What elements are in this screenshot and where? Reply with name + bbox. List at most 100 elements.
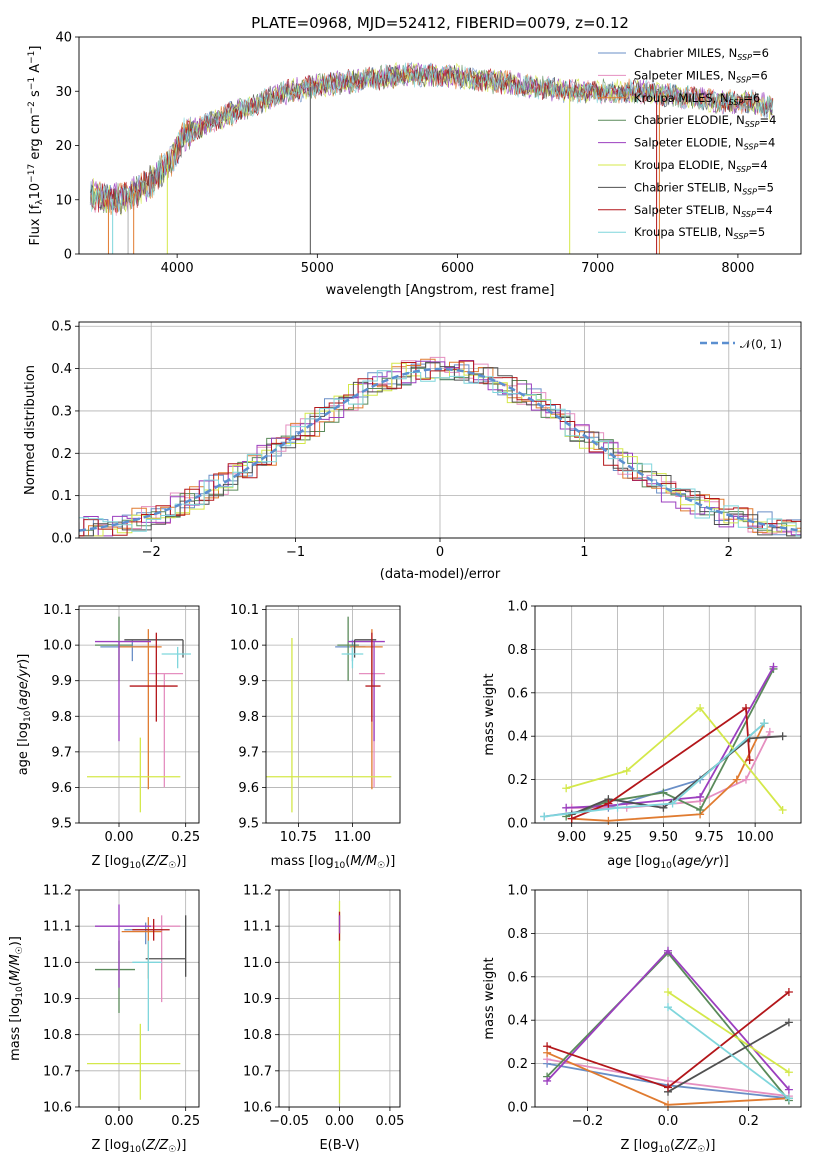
weight-marker xyxy=(659,803,668,812)
x-axis-label: (data-model)/error xyxy=(380,567,501,582)
panel-spectrum: 4000 5000 6000 7000 8000 0 10 20 30 40 wavelength … xyxy=(27,31,802,298)
weight-marker xyxy=(778,732,787,741)
errorbar-point xyxy=(95,904,151,988)
x-tick-label: 0.00 xyxy=(325,1114,354,1129)
y-tick-label: 0.6 xyxy=(507,686,528,701)
errorbars xyxy=(266,616,392,813)
errorbar-point xyxy=(129,632,178,722)
x-tick-label: 10.00 xyxy=(737,830,774,845)
x-tick-label: 0.25 xyxy=(171,830,200,845)
weight-line xyxy=(667,991,790,1074)
weight-marker xyxy=(659,788,668,797)
panel-mass_vs_Z: 0.00 0.25 10.6 10.7 10.8 10.9 11.0 11.1 11.2 Z [l… xyxy=(8,884,200,1156)
weight-marker xyxy=(664,946,672,955)
legend-entry: Kroupa ELODIE, NSSP=4 xyxy=(634,158,768,174)
weight-marker xyxy=(604,816,613,825)
x-tick-label: −0.2 xyxy=(572,1114,604,1129)
weight-marker xyxy=(543,1042,552,1051)
panel-age_vs_Z: 0.00 0.25 9.5 9.6 9.7 9.8 9.9 10.0 10.1 Z [log10(… xyxy=(16,603,200,871)
y-tick-label: 9.5 xyxy=(238,817,259,832)
axes-frame xyxy=(78,36,802,255)
legend-entry: Kroupa STELIB, NSSP=5 xyxy=(634,225,765,241)
weight-line xyxy=(667,1006,790,1100)
y-tick-label: 0.8 xyxy=(507,927,528,942)
legend-entry: Chabrier MILES, NSSP=6 xyxy=(634,46,769,62)
x-tick-label: 0.05 xyxy=(375,1114,404,1129)
x-tick-label: 7000 xyxy=(581,261,614,276)
weight-marker xyxy=(784,1068,793,1077)
weight-marker xyxy=(769,662,778,671)
y-tick-label: 11.0 xyxy=(243,956,272,971)
errorbar-point xyxy=(365,632,381,722)
y-tick-label: 11.1 xyxy=(43,920,72,935)
y-tick-label: 0.3 xyxy=(51,404,72,419)
x-tick-label: 10.75 xyxy=(280,830,317,845)
errorbar-point xyxy=(87,737,181,813)
figure-title: PLATE=0968, MJD=52412, FIBERID=0079, z=0… xyxy=(251,14,629,32)
weight-line xyxy=(571,706,751,820)
errorbar-point xyxy=(95,640,151,742)
y-tick-label: 0.2 xyxy=(51,447,72,462)
plot-layer: 4000 5000 6000 7000 8000010203040wavelength … xyxy=(8,31,802,1156)
y-tick-label: 11.2 xyxy=(43,884,72,899)
errorbar-point xyxy=(353,639,377,658)
histogram-step xyxy=(79,360,801,537)
y-tick-label: 10.8 xyxy=(243,1028,272,1043)
y-axis-label: age [log10(age/yr)] xyxy=(16,654,33,776)
weight-marker xyxy=(784,1085,793,1094)
errorbar-point xyxy=(95,616,133,681)
x-tick-label: 0.00 xyxy=(105,830,134,845)
x-axis-label: Z [log10(Z/Z☉)] xyxy=(92,854,187,871)
errorbar-point xyxy=(337,616,359,681)
axes-frame xyxy=(78,321,802,539)
x-axis-label: age [log10(age/yr)] xyxy=(607,854,729,871)
weight-marker xyxy=(613,803,622,812)
weight-marker xyxy=(765,727,774,736)
weight-marker xyxy=(784,1018,793,1027)
weight-marker xyxy=(622,766,631,775)
x-axis-label: E(B-V) xyxy=(319,1138,359,1153)
y-tick-label: 11.2 xyxy=(243,884,272,899)
histograms xyxy=(79,356,801,537)
y-tick-label: 0 xyxy=(64,248,72,263)
legend-entry: Kroupa MILES, NSSP=6 xyxy=(634,91,760,107)
errorbar-point xyxy=(119,629,162,790)
weight-marker xyxy=(664,1100,672,1109)
histogram-step xyxy=(79,358,801,537)
spectrum-line xyxy=(90,62,773,214)
x-tick-label: 2 xyxy=(725,545,733,560)
weight-line xyxy=(565,706,784,811)
weight-line xyxy=(544,722,765,818)
weight-marker xyxy=(741,775,750,784)
y-tick-label: 1.0 xyxy=(507,600,528,615)
y-tick-label: 0.0 xyxy=(507,1101,528,1116)
histogram-step xyxy=(79,356,801,537)
panel-age_vs_mass: 10.75 11.00 9.5 9.6 9.7 9.8 9.9 10.0 10.1 mass [l… xyxy=(230,603,401,871)
errorbar-point xyxy=(148,672,183,788)
panel-weight_vs_Z: −0.2 0.0 0.2 0.0 0.2 0.4 0.6 0.8 1.0 Z [log10(Z/Z… xyxy=(482,884,802,1155)
errorbar-point xyxy=(341,646,364,669)
y-tick-label: 9.6 xyxy=(51,781,72,796)
weight-marker xyxy=(562,803,571,812)
errorbar-point xyxy=(132,940,162,1032)
y-tick-label: 11.0 xyxy=(43,956,72,971)
y-tick-label: 10.9 xyxy=(243,992,272,1007)
legend-entry: Chabrier ELODIE, NSSP=4 xyxy=(634,113,776,129)
errorbar-point xyxy=(266,638,392,813)
weight-marker xyxy=(784,1094,793,1103)
y-tick-label: 1.0 xyxy=(507,884,528,899)
errorbars xyxy=(87,616,191,813)
y-tick-label: 9.5 xyxy=(51,817,72,832)
x-tick-label: 0 xyxy=(436,545,444,560)
errorbar-point xyxy=(145,915,187,977)
y-tick-label: 10.7 xyxy=(43,1064,72,1079)
spectrum-line xyxy=(90,62,773,214)
weight-marker xyxy=(696,703,705,712)
weight-lines xyxy=(543,946,793,1109)
y-tick-label: 0.2 xyxy=(507,1057,528,1072)
x-tick-label: 5000 xyxy=(301,261,334,276)
y-tick-label: 10.9 xyxy=(43,992,72,1007)
panel-mass_vs_EBV: −0.05 0.00 0.05 10.6 10.7 10.8 10.9 11.0 11.1 11.… xyxy=(243,884,404,1154)
weight-marker xyxy=(760,719,769,728)
y-tick-label: 9.9 xyxy=(238,674,259,689)
